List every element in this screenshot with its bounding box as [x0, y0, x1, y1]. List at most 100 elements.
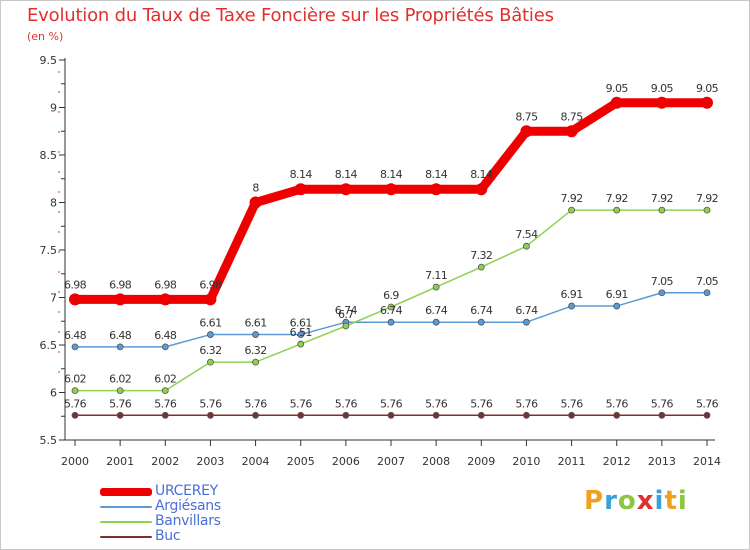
data-label: 6.98	[64, 278, 87, 291]
series-buc	[71, 411, 711, 419]
data-label: 9.05	[651, 82, 674, 95]
legend-swatch	[100, 536, 152, 538]
data-label: 6.48	[154, 329, 177, 342]
data-label: 8.14	[380, 168, 403, 181]
data-label: 5.76	[470, 397, 493, 410]
data-point	[252, 358, 259, 366]
data-point	[116, 343, 124, 351]
data-label: 6.91	[561, 288, 583, 301]
data-label: 5.76	[64, 397, 87, 410]
data-label: 6.32	[199, 344, 221, 357]
data-label: 5.76	[606, 397, 629, 410]
data-label: 6.98	[109, 278, 132, 291]
data-point	[658, 411, 666, 419]
x-tick-label: 2010	[512, 455, 540, 468]
legend-label: Argiésans	[155, 498, 221, 514]
series-argiésans	[71, 289, 711, 351]
data-point	[523, 242, 530, 250]
data-label: 7.11	[425, 269, 447, 282]
data-label: 6.98	[199, 278, 222, 291]
data-label: 5.76	[199, 397, 222, 410]
data-point	[477, 263, 485, 271]
data-point	[387, 303, 395, 311]
data-label: 6.32	[245, 344, 267, 357]
data-point	[207, 331, 214, 338]
data-point	[387, 411, 395, 419]
data-label: 5.76	[561, 397, 584, 410]
data-point	[568, 206, 575, 214]
data-point	[71, 343, 79, 351]
data-point	[204, 293, 217, 306]
data-label: 8.14	[335, 168, 358, 181]
y-tick-label: 9.5	[40, 54, 58, 67]
data-point	[613, 411, 621, 419]
data-label: 7.92	[651, 192, 673, 205]
data-point	[387, 318, 395, 326]
data-point	[655, 96, 668, 109]
data-label: 7.54	[515, 228, 538, 241]
data-label: 6.74	[380, 304, 403, 317]
data-label: 6.9	[383, 289, 399, 302]
data-point	[658, 289, 666, 297]
data-label: 6.74	[425, 304, 448, 317]
x-tick-label: 2004	[242, 455, 270, 468]
x-tick-label: 2014	[693, 455, 721, 468]
data-point	[71, 411, 79, 419]
data-label: 5.76	[380, 397, 403, 410]
y-tick-label: 6.5	[40, 339, 58, 352]
data-point	[252, 411, 259, 419]
data-point	[207, 358, 214, 366]
logo-letter: o	[617, 486, 637, 516]
data-label: 6.7	[338, 308, 354, 321]
data-point	[430, 183, 443, 196]
data-point	[71, 387, 79, 395]
data-label: 6.02	[64, 373, 86, 386]
data-point	[568, 302, 575, 310]
data-label: 8.14	[290, 168, 313, 181]
y-tick-label: 8	[50, 197, 57, 210]
y-tick-label: 9	[50, 102, 57, 115]
data-point	[477, 318, 485, 326]
data-label: 6.51	[290, 326, 312, 339]
data-label: 6.02	[109, 373, 131, 386]
logo-letter: i	[654, 486, 665, 516]
data-point	[703, 411, 711, 419]
data-point	[703, 206, 711, 214]
x-tick-label: 2008	[422, 455, 450, 468]
x-tick-label: 2002	[151, 455, 179, 468]
data-point	[297, 331, 305, 338]
data-label: 6.48	[64, 329, 87, 342]
x-tick-label: 2003	[196, 455, 224, 468]
data-point	[568, 411, 575, 419]
x-tick-label: 2009	[467, 455, 495, 468]
data-label: 7.32	[470, 249, 492, 262]
data-point	[114, 293, 127, 306]
data-point	[610, 96, 623, 109]
data-point	[207, 411, 214, 419]
data-label: 5.76	[245, 397, 268, 410]
x-tick-label: 2011	[558, 455, 586, 468]
data-point	[477, 411, 485, 419]
data-label: 5.76	[290, 397, 313, 410]
logo-letter: P	[584, 486, 605, 516]
data-label: 8.14	[470, 168, 493, 181]
x-tick-label: 2001	[106, 455, 134, 468]
data-label: 5.76	[651, 397, 674, 410]
legend-swatch	[100, 521, 152, 523]
logo-letter: i	[677, 486, 688, 516]
data-label: 5.76	[425, 397, 448, 410]
data-point	[159, 293, 172, 306]
legend-label: Buc	[155, 528, 181, 544]
y-tick-label: 6	[50, 387, 57, 400]
data-label: 7.05	[651, 275, 674, 288]
x-tick-label: 2000	[61, 455, 89, 468]
data-point	[297, 340, 305, 348]
data-point	[703, 289, 711, 297]
data-label: 6.61	[290, 317, 312, 330]
chart-title: Evolution du Taux de Taxe Foncière sur l…	[27, 5, 554, 26]
data-label: 5.76	[515, 397, 538, 410]
y-tick-label: 7	[50, 292, 57, 305]
x-tick-label: 2005	[287, 455, 315, 468]
data-label: 6.48	[109, 329, 132, 342]
